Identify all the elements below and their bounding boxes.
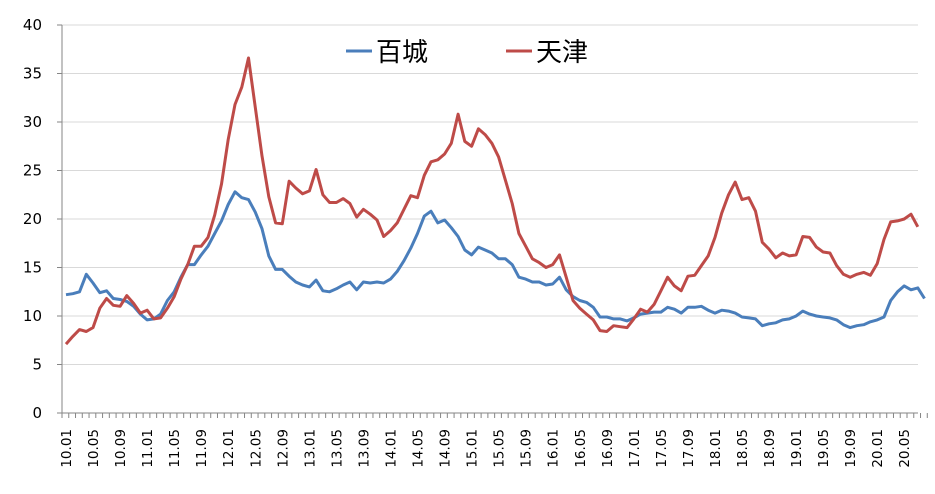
y-tick-label: 30	[23, 113, 42, 131]
x-tick-label: 17.05	[654, 429, 670, 468]
x-axis: 10.01 10.05 10.09 11.01 11.05 11.09 12.01 12.05…	[59, 412, 928, 468]
x-tick-label: 12.01	[221, 429, 237, 468]
series-line-1	[64, 56, 920, 346]
x-tick-label: 15.05	[492, 429, 508, 468]
x-tick-label: 11.01	[140, 429, 156, 468]
x-tick-label: 10.01	[59, 429, 75, 468]
x-tick-label: 12.09	[275, 429, 291, 468]
x-tick-label: 13.05	[329, 429, 345, 468]
x-tick-label: 18.01	[708, 429, 724, 468]
y-tick-label: 10	[23, 307, 42, 325]
series-lines	[64, 56, 926, 346]
x-tick-label: 13.09	[356, 429, 372, 468]
y-tick-label: 5	[32, 356, 42, 374]
x-tick-label: 12.05	[248, 429, 264, 468]
x-tick-label: 17.09	[681, 429, 697, 468]
y-tick-label: 25	[23, 162, 42, 180]
y-axis: 0 5 10 15 20 25 30 35 40	[23, 16, 63, 422]
y-tick-label: 20	[23, 210, 42, 228]
y-tick-label: 40	[23, 16, 42, 34]
x-tick-label: 17.01	[627, 429, 643, 468]
x-tick-label: 10.09	[113, 429, 129, 468]
x-tick-label: 10.05	[86, 429, 102, 468]
y-tick-label: 35	[23, 65, 42, 83]
x-tick-label: 14.01	[383, 429, 399, 468]
x-tick-label: 16.01	[546, 429, 562, 468]
x-tick-label: 13.01	[302, 429, 318, 468]
gridlines	[62, 24, 918, 365]
y-tick-label: 0	[32, 404, 42, 422]
x-tick-label: 15.09	[519, 429, 535, 468]
x-tick-label: 20.01	[870, 429, 886, 468]
x-tick-label: 11.09	[194, 429, 210, 468]
y-tick-label: 15	[23, 259, 42, 277]
x-tick-label: 18.09	[762, 429, 778, 468]
x-tick-label: 14.05	[411, 429, 427, 468]
x-tick-label: 19.05	[816, 429, 832, 468]
legend: 百城 天津	[346, 38, 588, 68]
x-tick-label: 16.09	[600, 429, 616, 468]
x-tick-label: 11.05	[167, 429, 183, 468]
legend-label-1: 天津	[536, 38, 588, 68]
x-tick-label: 20.05	[897, 429, 913, 468]
legend-label-0: 百城	[376, 38, 428, 68]
x-tick-label: 15.01	[465, 429, 481, 468]
x-tick-label: 19.01	[789, 429, 805, 468]
x-tick-label: 16.05	[573, 429, 589, 468]
x-tick-label: 14.09	[438, 429, 454, 468]
x-tick-label: 18.05	[735, 429, 751, 468]
series-line-0	[65, 190, 926, 330]
x-tick-label: 19.09	[843, 429, 859, 468]
